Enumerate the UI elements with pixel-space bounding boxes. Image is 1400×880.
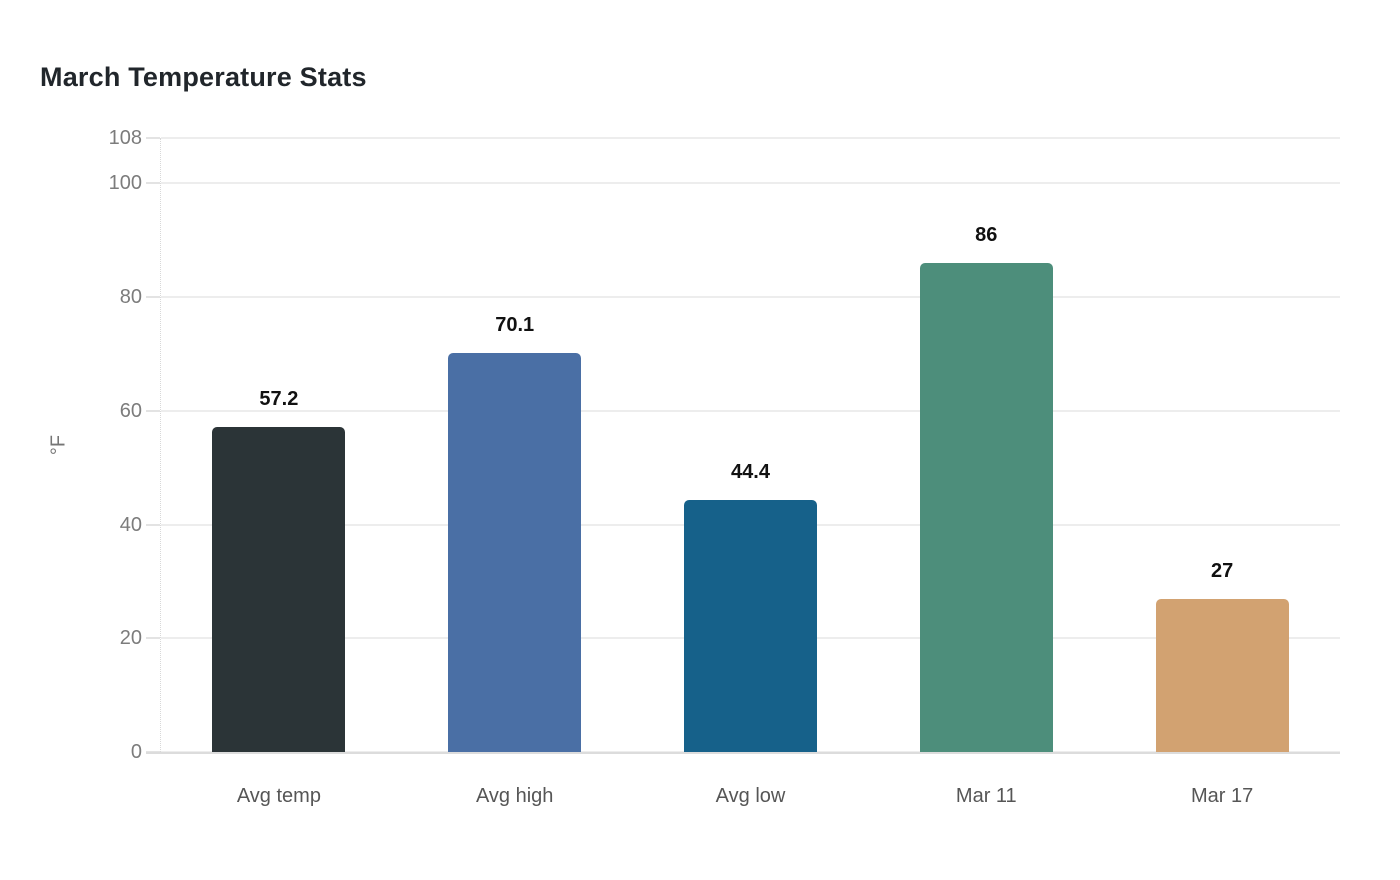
bar — [448, 353, 582, 752]
y-tick-mark — [146, 523, 160, 526]
x-tick-label: Avg low — [715, 785, 786, 807]
bar — [684, 499, 817, 752]
y-tick-label: 0 — [130, 741, 142, 763]
y-tick-label: 60 — [119, 399, 142, 422]
y-tick-mark — [146, 637, 160, 640]
y-tick-label: 80 — [119, 286, 142, 309]
x-tick-label: Avg temp — [236, 785, 321, 807]
bar-value-label: 86 — [975, 224, 998, 247]
y-tick-mark — [146, 296, 160, 299]
y-tick-label: 108 — [108, 127, 142, 149]
bar — [919, 263, 1053, 752]
bar-value-label: 57.2 — [259, 387, 299, 410]
bar — [1155, 598, 1289, 752]
y-tick-mark — [146, 182, 160, 185]
y-tick-mark — [146, 137, 160, 139]
y-axis-title: °F — [47, 434, 70, 456]
x-tick-label: Avg high — [475, 785, 554, 807]
y-tick-label: 100 — [108, 172, 142, 195]
y-tick-label: 20 — [119, 627, 142, 650]
gridline — [161, 409, 1340, 412]
y-tick-label: 40 — [119, 513, 142, 536]
bar-value-label: 70.1 — [495, 314, 535, 337]
gridline — [161, 296, 1340, 299]
y-axis-line — [160, 138, 161, 752]
x-axis-line — [146, 752, 1340, 754]
gridline — [161, 137, 1340, 139]
bar-value-label: 44.4 — [731, 460, 770, 483]
bar — [212, 426, 346, 752]
chart-title: March Temperature Stats — [40, 62, 367, 92]
gridline — [161, 182, 1340, 185]
x-tick-label: Mar 11 — [955, 785, 1017, 807]
y-tick-mark — [146, 409, 160, 412]
bar-value-label: 27 — [1210, 559, 1234, 582]
x-tick-label: Mar 17 — [1190, 785, 1254, 807]
